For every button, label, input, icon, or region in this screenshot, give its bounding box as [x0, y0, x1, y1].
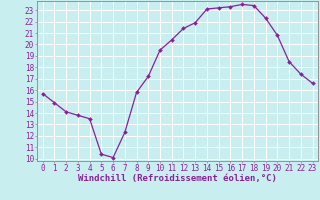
X-axis label: Windchill (Refroidissement éolien,°C): Windchill (Refroidissement éolien,°C)	[78, 174, 277, 183]
